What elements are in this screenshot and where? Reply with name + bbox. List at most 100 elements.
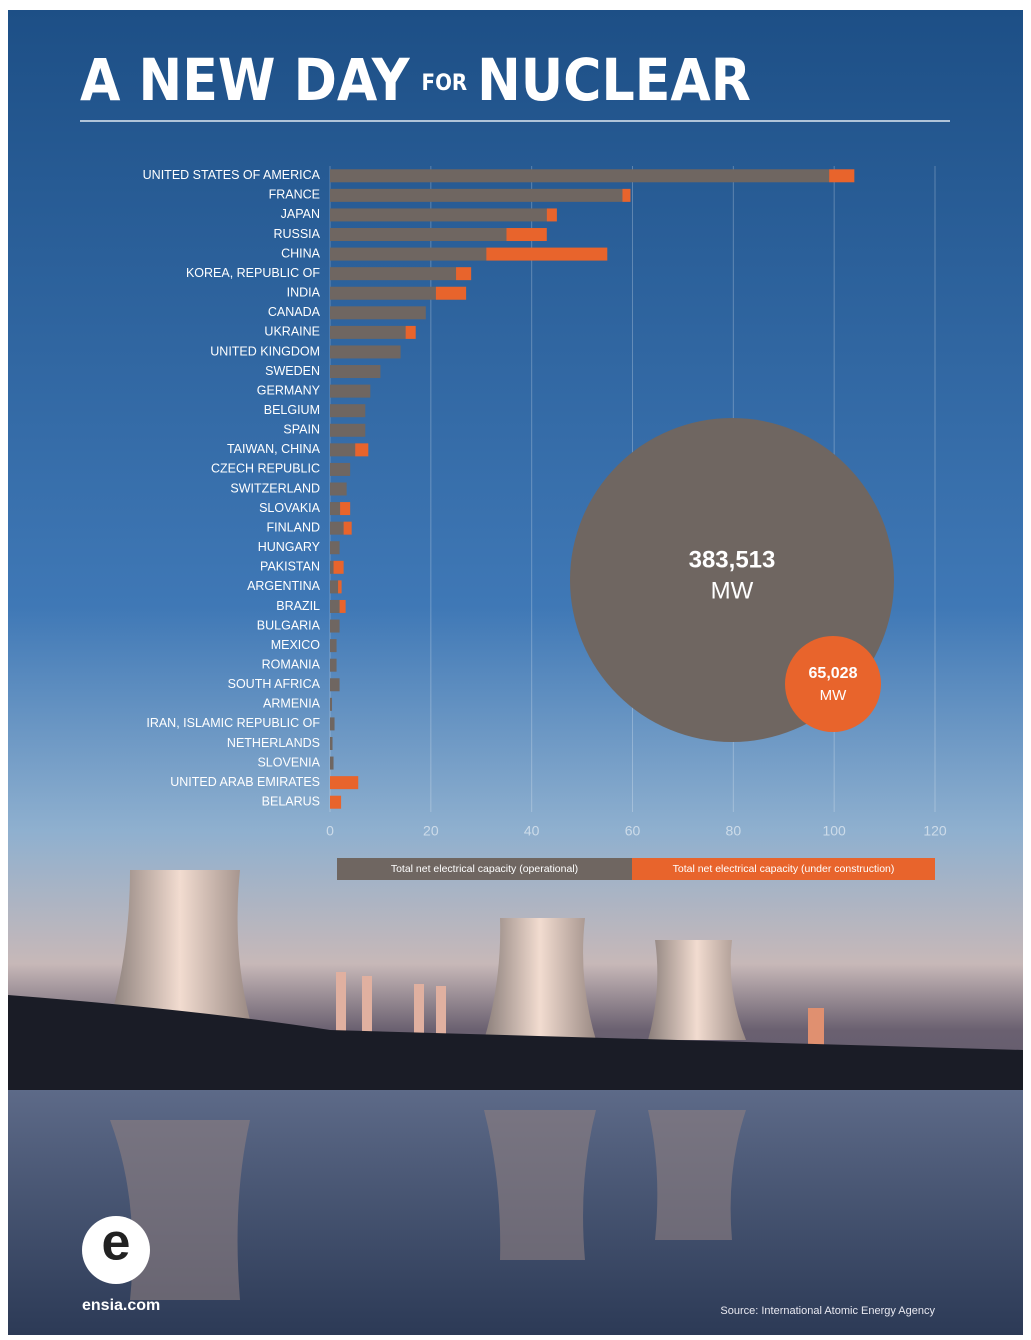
legend-swatch <box>632 858 935 880</box>
bar-segment <box>330 560 334 574</box>
y-tick-label: NETHERLANDS <box>227 736 320 750</box>
bar-segment <box>330 208 547 222</box>
y-tick-label: KOREA, REPUBLIC OF <box>186 266 320 280</box>
y-tick-label: ARMENIA <box>263 697 321 711</box>
bar-segment <box>330 267 457 281</box>
y-tick-label: FINLAND <box>267 520 320 534</box>
y-tick-label: SLOVAKIA <box>259 501 321 515</box>
y-tick-label: BELGIUM <box>264 403 320 417</box>
bar-segment <box>330 169 830 183</box>
y-tick-label: UNITED STATES OF AMERICA <box>143 168 321 182</box>
y-tick-label: RUSSIA <box>273 227 320 241</box>
bar-segment <box>330 736 333 750</box>
bar-segment <box>456 267 472 281</box>
y-tick-label: PAKISTAN <box>260 560 320 574</box>
chart: 0 20 40 60 80 100 120 UNITED STATES OF AMERICA F… <box>143 166 947 880</box>
title-part: NUCLEAR <box>477 46 751 114</box>
x-tick-label: 20 <box>423 823 439 839</box>
bar-segment <box>340 502 351 516</box>
bar-segment <box>330 228 507 242</box>
x-tick-label: 0 <box>326 823 334 839</box>
bar-segment <box>330 795 342 809</box>
bar-segment <box>333 560 344 574</box>
bar-segment <box>330 306 426 320</box>
y-tick-label: SWEDEN <box>265 364 320 378</box>
title-part: FOR <box>422 71 468 96</box>
bar-segment <box>330 345 401 359</box>
y-tick-label: SLOVENIA <box>257 755 320 769</box>
bar-segment <box>330 325 406 339</box>
source: Source: International Atomic Energy Agen… <box>720 1305 935 1317</box>
construction-bubble <box>785 636 881 732</box>
bar-segment <box>330 658 337 672</box>
y-tick-label: CANADA <box>268 305 321 319</box>
bar-segment <box>330 639 337 653</box>
bar-segment <box>330 384 371 398</box>
y-tick-label: SOUTH AFRICA <box>228 677 321 691</box>
bar-segment <box>330 443 356 457</box>
bar-segment <box>330 717 335 731</box>
bar-segment <box>330 521 344 535</box>
bubble-unit: MW <box>820 687 847 704</box>
bar-segment <box>330 404 366 418</box>
bar-segment <box>343 521 352 535</box>
y-tick-label: UKRAINE <box>264 325 320 339</box>
y-tick-label: SPAIN <box>283 423 320 437</box>
legend-label: Total net electrical capacity (under con… <box>673 863 895 875</box>
legend-swatch <box>337 858 632 880</box>
x-tick-label: 80 <box>726 823 742 839</box>
bar-segment <box>330 697 333 711</box>
y-tick-label: GERMANY <box>257 383 321 397</box>
bar-segment <box>330 541 340 555</box>
bar-segment <box>330 423 366 437</box>
bar-segment <box>546 208 557 222</box>
logo-circle <box>82 1216 150 1284</box>
bar-segment <box>435 286 467 300</box>
x-tick-label: 40 <box>524 823 540 839</box>
title-part: A NEW DAY <box>80 46 411 114</box>
y-tick-label: CHINA <box>281 246 321 260</box>
bar-segment <box>330 188 623 202</box>
y-tick-label: HUNGARY <box>258 540 321 554</box>
y-tick-label: FRANCE <box>269 188 320 202</box>
bar-segment <box>330 756 334 770</box>
logo-mark: e <box>102 1214 131 1272</box>
bar-segment <box>486 247 608 261</box>
y-tick-label: SWITZERLAND <box>230 481 320 495</box>
y-tick-label: JAPAN <box>281 207 320 221</box>
bar-segment <box>330 286 436 300</box>
bar-segment <box>330 580 339 594</box>
bar-segment <box>330 599 340 613</box>
bar-segment <box>330 678 340 692</box>
y-tick-label: CZECH REPUBLIC <box>211 462 320 476</box>
bar-segment <box>622 188 631 202</box>
bubble-value: 383,513 <box>689 546 776 573</box>
y-tick-label: BELARUS <box>262 795 320 809</box>
title: A NEW DAY FOR NUCLEAR <box>80 46 751 114</box>
bar-segment <box>338 580 342 594</box>
bar-segment <box>330 776 359 790</box>
bar-segment <box>330 365 381 379</box>
logo-text: ensia.com <box>82 1297 160 1314</box>
x-tick-label: 120 <box>923 823 947 839</box>
y-tick-label: ARGENTINA <box>247 579 321 593</box>
bar-segment <box>330 502 341 516</box>
bubble-value: 65,028 <box>809 665 858 682</box>
y-tick-label: BRAZIL <box>276 599 320 613</box>
y-tick-label: ROMANIA <box>262 657 321 671</box>
bubble-unit: MW <box>711 577 754 604</box>
bar-segment <box>330 247 487 261</box>
y-tick-label: UNITED ARAB EMIRATES <box>170 775 320 789</box>
bar-segment <box>506 228 547 242</box>
x-tick-label: 100 <box>822 823 846 839</box>
bar-segment <box>330 619 340 633</box>
legend-label: Total net electrical capacity (operation… <box>391 863 578 875</box>
bar-segment <box>355 443 369 457</box>
bar-segment <box>339 599 346 613</box>
y-tick-label: MEXICO <box>271 638 321 652</box>
bar-segment <box>330 482 347 496</box>
bar-segment <box>330 462 351 476</box>
scenery <box>8 870 1023 1335</box>
y-tick-label: IRAN, ISLAMIC REPUBLIC OF <box>146 716 320 730</box>
y-tick-label: UNITED KINGDOM <box>210 344 320 358</box>
